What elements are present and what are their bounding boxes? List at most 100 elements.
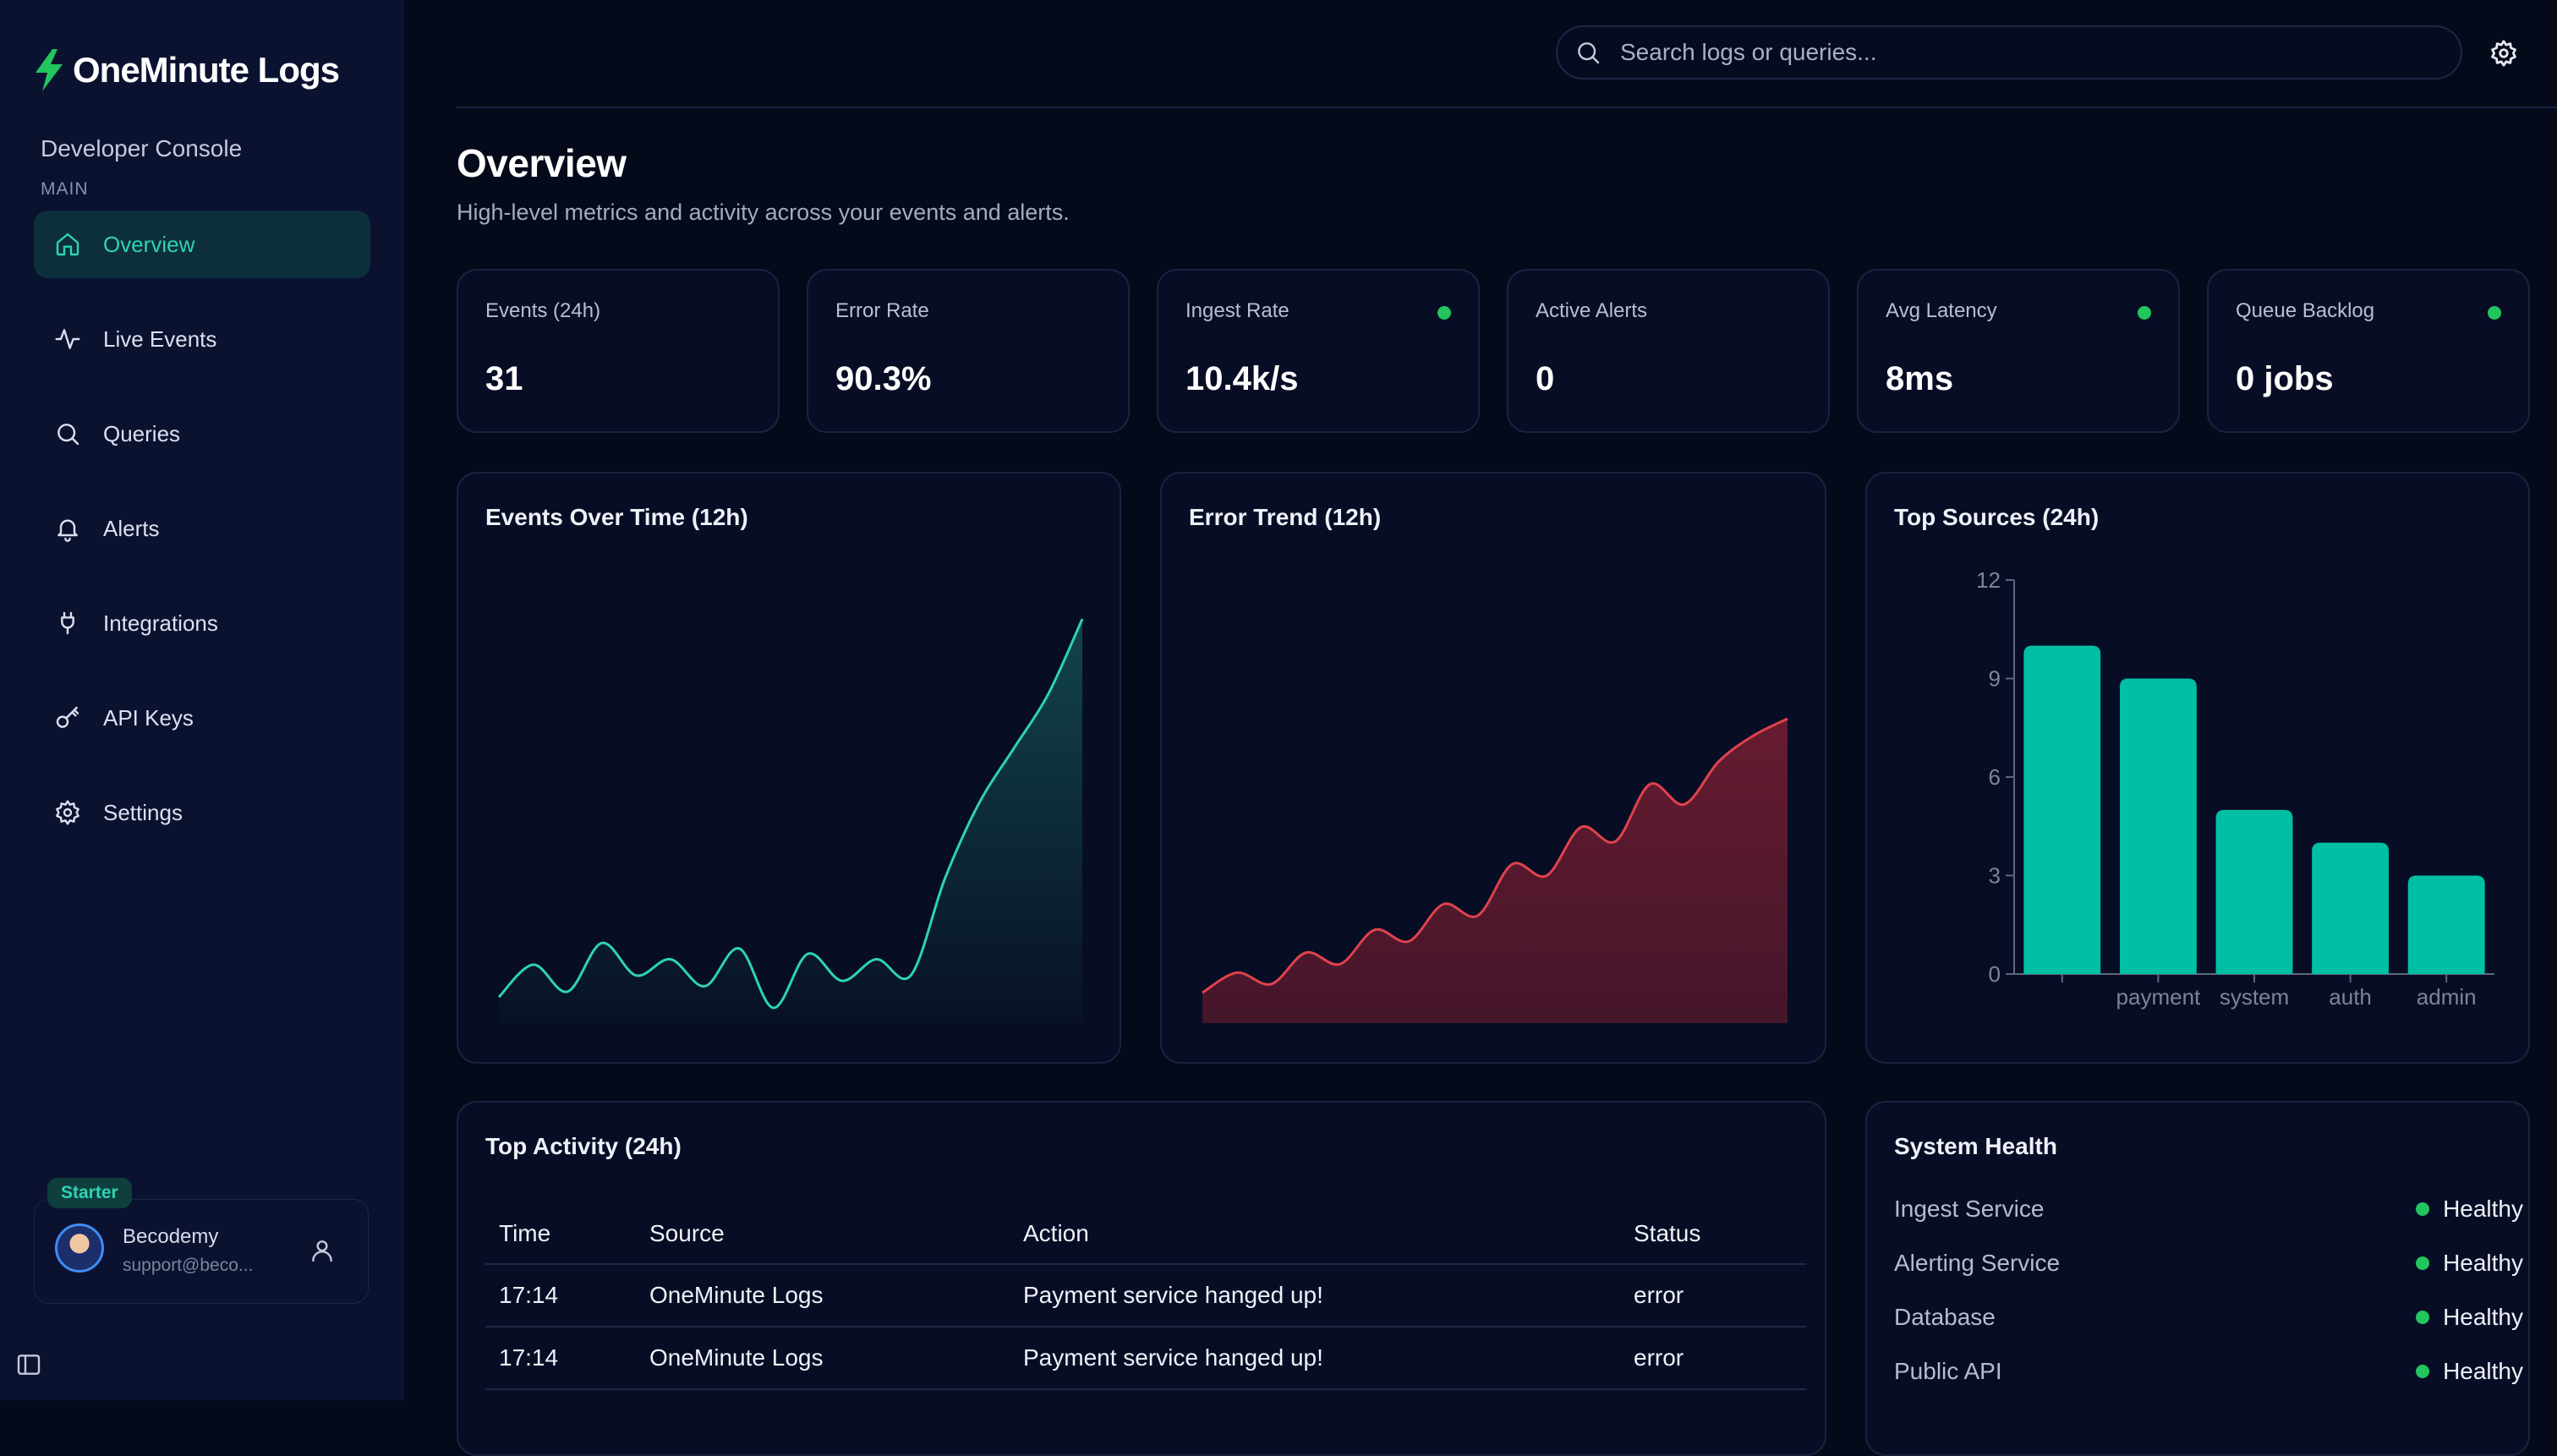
search-input[interactable] — [1618, 38, 2417, 67]
sidebar-item-overview[interactable]: Overview — [34, 211, 370, 278]
section-label: MAIN — [41, 179, 89, 199]
health-row-public-api: Public API Healthy — [1894, 1355, 2523, 1388]
x-tick-label: auth — [2329, 984, 2372, 1010]
column-header[interactable]: Time — [485, 1204, 636, 1265]
sidebar-item-label: Alerts — [103, 515, 160, 541]
health-status-label: Healthy — [2443, 1250, 2523, 1276]
sidebar-item-settings[interactable]: Settings — [34, 779, 370, 846]
metric-label: Active Alerts — [1536, 299, 1648, 322]
status-dot — [1437, 306, 1451, 320]
bar-admin[interactable] — [2407, 875, 2485, 975]
chart-area-fill — [499, 619, 1082, 1023]
user-card[interactable]: Becodemy support@beco... — [34, 1199, 369, 1304]
console-label: Developer Console — [41, 135, 243, 161]
metric-value: 0 jobs — [2236, 360, 2334, 397]
status-dot — [2416, 1256, 2430, 1270]
user-email: support@beco... — [123, 1256, 254, 1275]
search-bar[interactable] — [1556, 25, 2462, 79]
sidebar-item-label: Queries — [103, 420, 181, 446]
sidebar: OneMinute Logs Developer Console MAIN Ov… — [0, 0, 404, 1400]
status-dot — [2416, 1311, 2430, 1324]
user-name: Becodemy — [123, 1225, 219, 1248]
column-header[interactable]: Action — [1010, 1204, 1620, 1265]
metric-value: 31 — [485, 360, 523, 397]
sidebar-item-label: API Keys — [103, 704, 194, 731]
cell-time: 17:14 — [485, 1327, 636, 1390]
bar-system[interactable] — [2215, 809, 2293, 974]
health-status: Healthy — [2416, 1304, 2523, 1331]
error-chart-card: Error Trend (12h) — [1160, 472, 1826, 1064]
metric-card-ingest-rate[interactable]: Ingest Rate 10.4k/s — [1157, 269, 1480, 433]
table-row[interactable]: 17:14 OneMinute Logs Payment service han… — [485, 1264, 1806, 1327]
metric-label: Ingest Rate — [1185, 299, 1289, 322]
cell-action: Payment service hanged up! — [1010, 1264, 1620, 1327]
plug-icon — [61, 611, 74, 635]
sidebar-item-label: Overview — [103, 231, 195, 257]
status-dot — [2138, 306, 2151, 320]
y-tick-label: 6 — [1989, 764, 2001, 790]
health-service-name: Alerting Service — [1894, 1250, 2061, 1276]
page-subtitle: High-level metrics and activity across y… — [457, 200, 1070, 225]
health-row-alerting: Alerting Service Healthy — [1894, 1246, 2523, 1280]
metric-card-active-alerts[interactable]: Active Alerts 0 — [1507, 269, 1830, 433]
cell-source: OneMinute Logs — [636, 1327, 1010, 1390]
bar-auth[interactable] — [2312, 842, 2390, 974]
chart-title: Error Trend (12h) — [1189, 504, 1382, 530]
cell-time: 17:14 — [485, 1264, 636, 1327]
x-tick-label: payment — [2116, 984, 2201, 1010]
metric-card-queue-backlog[interactable]: Queue Backlog 0 jobs — [2207, 269, 2530, 433]
metric-label: Avg Latency — [1886, 299, 1997, 322]
brand-logo[interactable]: OneMinute Logs — [34, 49, 340, 91]
sources-chart-card: Top Sources (24h) 0 3 6 9 12 payment system aut… — [1865, 472, 2530, 1064]
cell-action: Payment service hanged up! — [1010, 1327, 1620, 1390]
metric-card-events[interactable]: Events (24h) 31 — [457, 269, 780, 433]
metric-value: 90.3% — [835, 360, 932, 397]
user-icon[interactable] — [309, 1237, 336, 1264]
bar-payment[interactable] — [2119, 678, 2197, 975]
health-status-label: Healthy — [2443, 1358, 2523, 1384]
activity-icon — [55, 329, 80, 349]
sidebar-item-api-keys[interactable]: API Keys — [34, 684, 370, 752]
x-tick-label: system — [2220, 984, 2289, 1010]
sidebar-item-queries[interactable]: Queries — [34, 400, 370, 468]
chart-series-line — [497, 618, 1084, 1010]
sidebar-item-alerts[interactable]: Alerts — [34, 495, 370, 562]
metric-card-error-rate[interactable]: Error Rate 90.3% — [807, 269, 1130, 433]
chart-area-fill — [1202, 719, 1788, 1023]
health-status: Healthy — [2416, 1250, 2523, 1277]
cell-status: error — [1620, 1327, 1806, 1390]
sidebar-toggle-icon[interactable] — [15, 1351, 42, 1378]
search-icon — [57, 424, 79, 446]
health-status-label: Healthy — [2443, 1304, 2523, 1330]
column-header[interactable]: Status — [1620, 1204, 1806, 1265]
sidebar-item-live-events[interactable]: Live Events — [34, 305, 370, 373]
header-divider — [457, 107, 2557, 108]
table-row[interactable]: 17:14 OneMinute Logs Payment service han… — [485, 1327, 1806, 1390]
sidebar-nav: Overview Live Events Queries Alerts Inte… — [34, 211, 370, 873]
plan-badge: Starter — [47, 1178, 132, 1208]
sidebar-item-integrations[interactable]: Integrations — [34, 589, 370, 657]
health-service-name: Database — [1894, 1304, 1996, 1330]
y-tick-label: 0 — [1989, 961, 2001, 987]
metric-card-avg-latency[interactable]: Avg Latency 8ms — [1857, 269, 2180, 433]
health-row-database: Database Healthy — [1894, 1300, 2523, 1334]
key-icon — [56, 706, 79, 728]
sidebar-item-label: Live Events — [103, 326, 217, 352]
sources-bar-chart: 0 3 6 9 12 payment system auth admin — [1976, 567, 2494, 1010]
settings-gear-icon[interactable] — [2489, 39, 2518, 68]
table-header-row: Time Source Action Status — [485, 1204, 1806, 1265]
gear-icon — [56, 800, 79, 825]
page-title: Overview — [457, 141, 627, 185]
column-header[interactable]: Source — [636, 1204, 1010, 1265]
status-dot — [2488, 306, 2501, 320]
activity-table: Time Source Action Status 17:14 OneMinut… — [485, 1204, 1806, 1390]
bar-unlabeled[interactable] — [2023, 645, 2101, 974]
status-dot — [2416, 1365, 2430, 1378]
avatar — [55, 1223, 104, 1273]
health-row-ingest: Ingest Service Healthy — [1894, 1192, 2523, 1226]
activity-card: Top Activity (24h) Time Source Action St… — [457, 1101, 1826, 1456]
activity-title: Top Activity (24h) — [485, 1133, 682, 1159]
metric-value: 8ms — [1886, 360, 1954, 397]
search-icon — [1578, 42, 1600, 64]
metric-label: Error Rate — [835, 299, 929, 322]
